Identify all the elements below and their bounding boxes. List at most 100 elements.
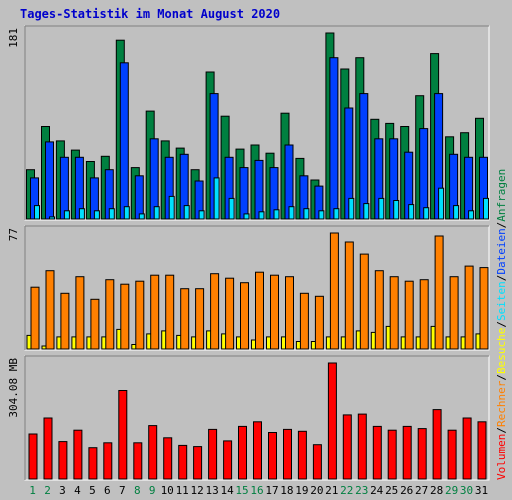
legend-entry-2: Rechner [495,380,508,427]
x-tick-label-day-19: 19 [295,484,308,497]
legend-entry-6: Seiten [495,281,508,321]
bar-rechner-day-1 [30,286,40,350]
bar-volumen-day-19 [297,430,307,480]
bar-volumen-day-21 [327,362,337,480]
bar-volumen-day-31 [477,421,487,480]
bar-rechner-day-11 [180,288,190,350]
bar-rechner-day-18 [285,276,294,350]
bar-volumen-day-23 [357,413,367,480]
bar-seiten-day-26 [408,204,415,220]
bar-rechner-day-31 [479,267,489,350]
bar-rechner-day-12 [195,288,205,350]
bar-seiten-day-28 [438,187,445,220]
bar-rechner-day-5 [90,298,100,350]
legend-entry-1: / [495,427,508,434]
x-tick-label-day-8: 8 [134,484,141,497]
bar-rechner-day-24 [374,270,384,350]
bar-volumen-day-24 [372,425,382,480]
bar-volumen-day-9 [148,425,158,480]
bar-volumen-day-27 [417,428,427,480]
bar-seiten-day-31 [483,197,489,220]
bar-rechner-day-6 [105,279,115,350]
legend-entry-0: Volumen [495,434,508,480]
x-tick-label-day-13: 13 [205,484,218,497]
bar-volumen-day-15 [238,425,247,480]
x-tick-label-day-3: 3 [59,484,66,497]
bar-volumen-day-20 [312,444,322,480]
bar-volumen-day-13 [208,428,218,480]
x-tick-label-day-30: 30 [460,484,473,497]
bar-seiten-day-24 [378,197,385,220]
x-tick-label-day-24: 24 [370,484,384,497]
bar-rechner-day-20 [314,295,324,350]
bar-seiten-day-16 [258,211,265,220]
bar-rechner-day-22 [344,241,354,350]
bar-rechner-day-15 [240,282,249,350]
bar-dateien-day-30 [464,156,474,220]
legend-entry-5: / [495,321,508,328]
bar-dateien-day-15 [239,167,249,220]
bar-seiten-day-10 [168,195,175,220]
bar-rechner-day-8 [135,280,145,350]
bar-rechner-day-28 [434,235,444,350]
bar-seiten-day-23 [363,203,370,220]
bar-rechner-day-27 [419,279,429,350]
bar-seiten-day-18 [288,206,295,220]
bar-rechner-day-16 [255,271,264,350]
bar-rechner-day-26 [404,280,414,350]
bar-rechner-day-10 [165,274,175,350]
x-tick-label-day-29: 29 [445,484,458,497]
bar-volumen-day-5 [88,447,98,480]
bar-dateien-day-2 [45,141,54,220]
bar-seiten-day-21 [333,208,340,220]
bar-seiten-day-9 [153,206,160,220]
bar-volumen-day-28 [432,409,442,480]
bar-dateien-day-8 [134,175,144,220]
bar-seiten-day-1 [34,205,40,220]
x-tick-label-day-26: 26 [400,484,413,497]
bar-rechner-day-9 [150,274,160,350]
bar-volumen-day-4 [73,429,83,480]
x-tick-label-day-23: 23 [355,484,368,497]
bar-rechner-day-13 [210,273,220,350]
bar-volumen-day-12 [193,446,203,480]
bar-seiten-day-7 [123,206,130,220]
x-tick-label-day-27: 27 [415,484,428,497]
legend-entry-9: / [495,222,508,229]
x-tick-label-day-16: 16 [250,484,263,497]
bar-volumen-day-18 [283,428,292,480]
x-tick-label-day-6: 6 [104,484,111,497]
bar-volumen-day-29 [447,429,457,480]
bar-seiten-day-6 [108,208,115,220]
bar-seiten-day-8 [138,213,145,220]
chart-title: Tages-Statistik im Monat August 2020 [20,7,280,21]
bar-volumen-day-22 [342,414,352,480]
x-tick-label-day-17: 17 [265,484,278,497]
x-tick-label-day-20: 20 [310,484,323,497]
bar-rechner-day-2 [45,270,55,350]
y-max-label-panel-1: 181 [7,28,20,48]
bar-seiten-day-19 [303,208,310,220]
bar-dateien-day-7 [119,62,129,220]
bar-seiten-day-30 [468,210,475,220]
bar-rechner-day-3 [60,292,70,350]
bar-rechner-day-29 [449,276,459,350]
x-tick-label-day-2: 2 [44,484,51,497]
bar-seiten-day-2 [49,216,55,220]
bar-seiten-day-15 [243,213,250,220]
x-tick-label-day-15: 15 [235,484,248,497]
bar-volumen-day-2 [43,417,53,480]
bar-seiten-day-27 [423,207,430,220]
bar-volumen-day-11 [178,444,188,480]
y-max-label-panel-2: 77 [7,228,20,241]
legend-entry-10: Anfragen [495,169,508,222]
x-tick-label-day-25: 25 [385,484,398,497]
bar-seiten-day-3 [63,210,70,220]
x-tick-label-day-14: 14 [220,484,234,497]
x-tick-label-day-11: 11 [176,484,189,497]
bar-seiten-day-11 [183,205,190,220]
bar-seiten-day-25 [393,200,400,220]
x-tick-label-day-5: 5 [89,484,96,497]
bar-rechner-day-17 [270,274,279,350]
bar-dateien-day-27 [419,128,429,220]
